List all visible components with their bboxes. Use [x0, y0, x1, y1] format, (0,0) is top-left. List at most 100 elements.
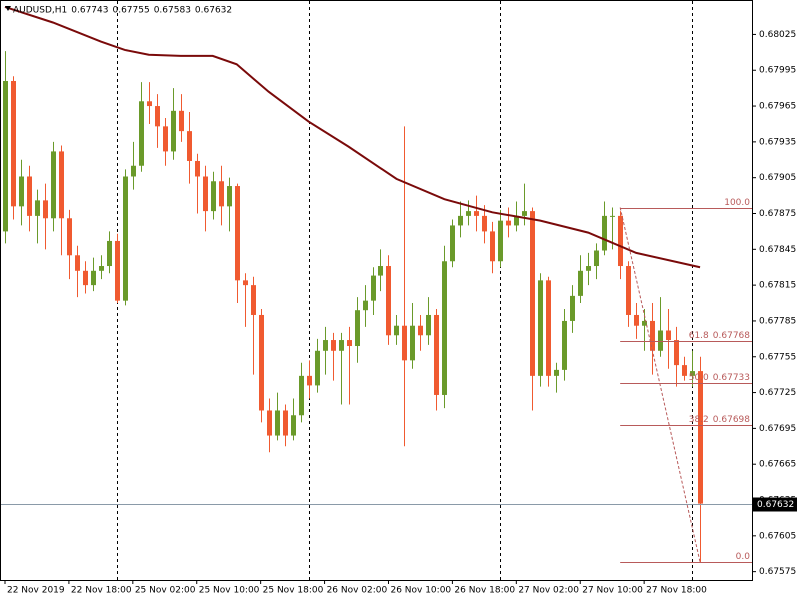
candle-body — [131, 165, 136, 177]
x-tick-label: 26 Nov 10:00 — [390, 586, 451, 596]
y-tick-label: 0.67875 — [759, 209, 796, 219]
plot-frame — [0, 0, 753, 581]
fib-level-label: 50.0 — [689, 373, 709, 383]
y-tick-label: 0.68025 — [759, 30, 796, 40]
candle-body — [123, 176, 128, 301]
candle-body — [570, 295, 575, 321]
candle-body — [586, 266, 591, 271]
candle-body — [59, 151, 64, 219]
y-tick-label: 0.67755 — [759, 352, 796, 362]
candle-body — [115, 240, 120, 301]
x-tick-label: 27 Nov 02:00 — [518, 586, 579, 596]
candle-body — [394, 325, 399, 336]
candle-body — [402, 325, 407, 361]
fib-level-label: 61.8 — [689, 331, 709, 341]
candle-body — [650, 320, 655, 351]
symbol-menu-icon[interactable] — [5, 6, 11, 11]
candle-body — [410, 325, 415, 361]
candle-body — [674, 340, 679, 366]
candle-body — [83, 270, 88, 286]
y-tick-label: 0.67725 — [759, 388, 796, 398]
candle-body — [514, 215, 519, 226]
fib-level-label: 0.0 — [736, 552, 751, 562]
y-tick-label: 0.67785 — [759, 316, 796, 326]
candle-body — [355, 310, 360, 347]
candle-body — [203, 176, 208, 212]
candle-body — [618, 215, 623, 267]
y-tick-label: 0.67575 — [759, 567, 796, 577]
candle-body — [634, 314, 639, 326]
plot-area: 100.0 0.67768 61.8 0.67733 50.0 0.67698 38.2 0.… — [1, 1, 752, 580]
y-tick-label: 0.67935 — [759, 137, 796, 147]
candle-body — [11, 80, 16, 207]
candle-body — [347, 340, 352, 347]
candle-body — [219, 181, 224, 207]
title-ohlc: 0.67743 — [71, 6, 108, 16]
candle-body — [690, 371, 695, 376]
x-tick-label: 27 Nov 10:00 — [582, 586, 643, 596]
candle-body — [339, 340, 344, 351]
candle-body — [698, 371, 703, 504]
candle-body — [666, 330, 671, 341]
candle-body — [67, 218, 72, 256]
candle-body — [626, 266, 631, 315]
x-tick-label: 25 Nov 18:00 — [263, 586, 324, 596]
current-price-label: 0.67632 — [757, 500, 794, 510]
candle-body — [363, 300, 368, 311]
candle-body — [195, 160, 200, 177]
candle-body — [450, 225, 455, 262]
candle-body — [19, 176, 24, 207]
candle-body — [307, 375, 312, 386]
candle-body — [147, 101, 152, 107]
candle-body — [426, 314, 431, 336]
candle-body — [331, 340, 336, 351]
candle-body — [243, 280, 248, 286]
candle-body — [35, 200, 40, 216]
title-ohlc: 0.67632 — [195, 6, 232, 16]
candle-body — [163, 126, 168, 152]
y-tick-label: 0.67695 — [759, 424, 796, 434]
fib-level-label: 38.2 — [689, 415, 709, 425]
candle-body — [3, 80, 8, 232]
candle-body — [498, 220, 503, 262]
candle-body — [251, 285, 256, 315]
candle-body — [562, 320, 567, 370]
chart-title: AUDUSD,H1 — [13, 6, 67, 16]
y-tick-label: 0.67995 — [759, 66, 796, 76]
y-tick-label: 0.67665 — [759, 460, 796, 470]
x-tick-label: 26 Nov 02:00 — [327, 586, 388, 596]
candle-body — [171, 110, 176, 152]
y-tick-label: 0.67845 — [759, 245, 796, 255]
candle-body — [275, 410, 280, 436]
x-tick-label: 27 Nov 18:00 — [646, 586, 707, 596]
candle-body — [530, 211, 535, 376]
candle-body — [682, 365, 687, 376]
x-tick-label: 22 Nov 2019 — [7, 586, 65, 596]
candle-body — [91, 270, 96, 286]
x-tick-label: 25 Nov 10:00 — [199, 586, 260, 596]
fib-level-label: 100.0 — [724, 198, 750, 208]
y-tick-label: 0.67605 — [759, 531, 796, 541]
title-ohlc: 0.67583 — [154, 6, 191, 16]
candle-body — [594, 250, 599, 267]
candle-body — [378, 266, 383, 276]
candle-body — [235, 186, 240, 281]
x-tick-label: 22 Nov 18:00 — [71, 586, 132, 596]
x-tick-label: 25 Nov 02:00 — [135, 586, 196, 596]
y-tick-label: 0.67905 — [759, 173, 796, 183]
candle-body — [466, 211, 471, 216]
candle-body — [51, 151, 56, 219]
y-tick-label: 0.67815 — [759, 281, 796, 291]
candle-body — [211, 181, 216, 212]
candle-body — [291, 415, 296, 436]
candle-body — [538, 280, 543, 376]
candle-body — [139, 101, 144, 166]
title-ohlc: 0.67755 — [112, 6, 149, 16]
candle-body — [179, 110, 184, 132]
candle-body — [658, 330, 663, 351]
candle-body — [386, 266, 391, 336]
candle-body — [227, 186, 232, 207]
candle-body — [642, 320, 647, 326]
candle-body — [299, 375, 304, 416]
